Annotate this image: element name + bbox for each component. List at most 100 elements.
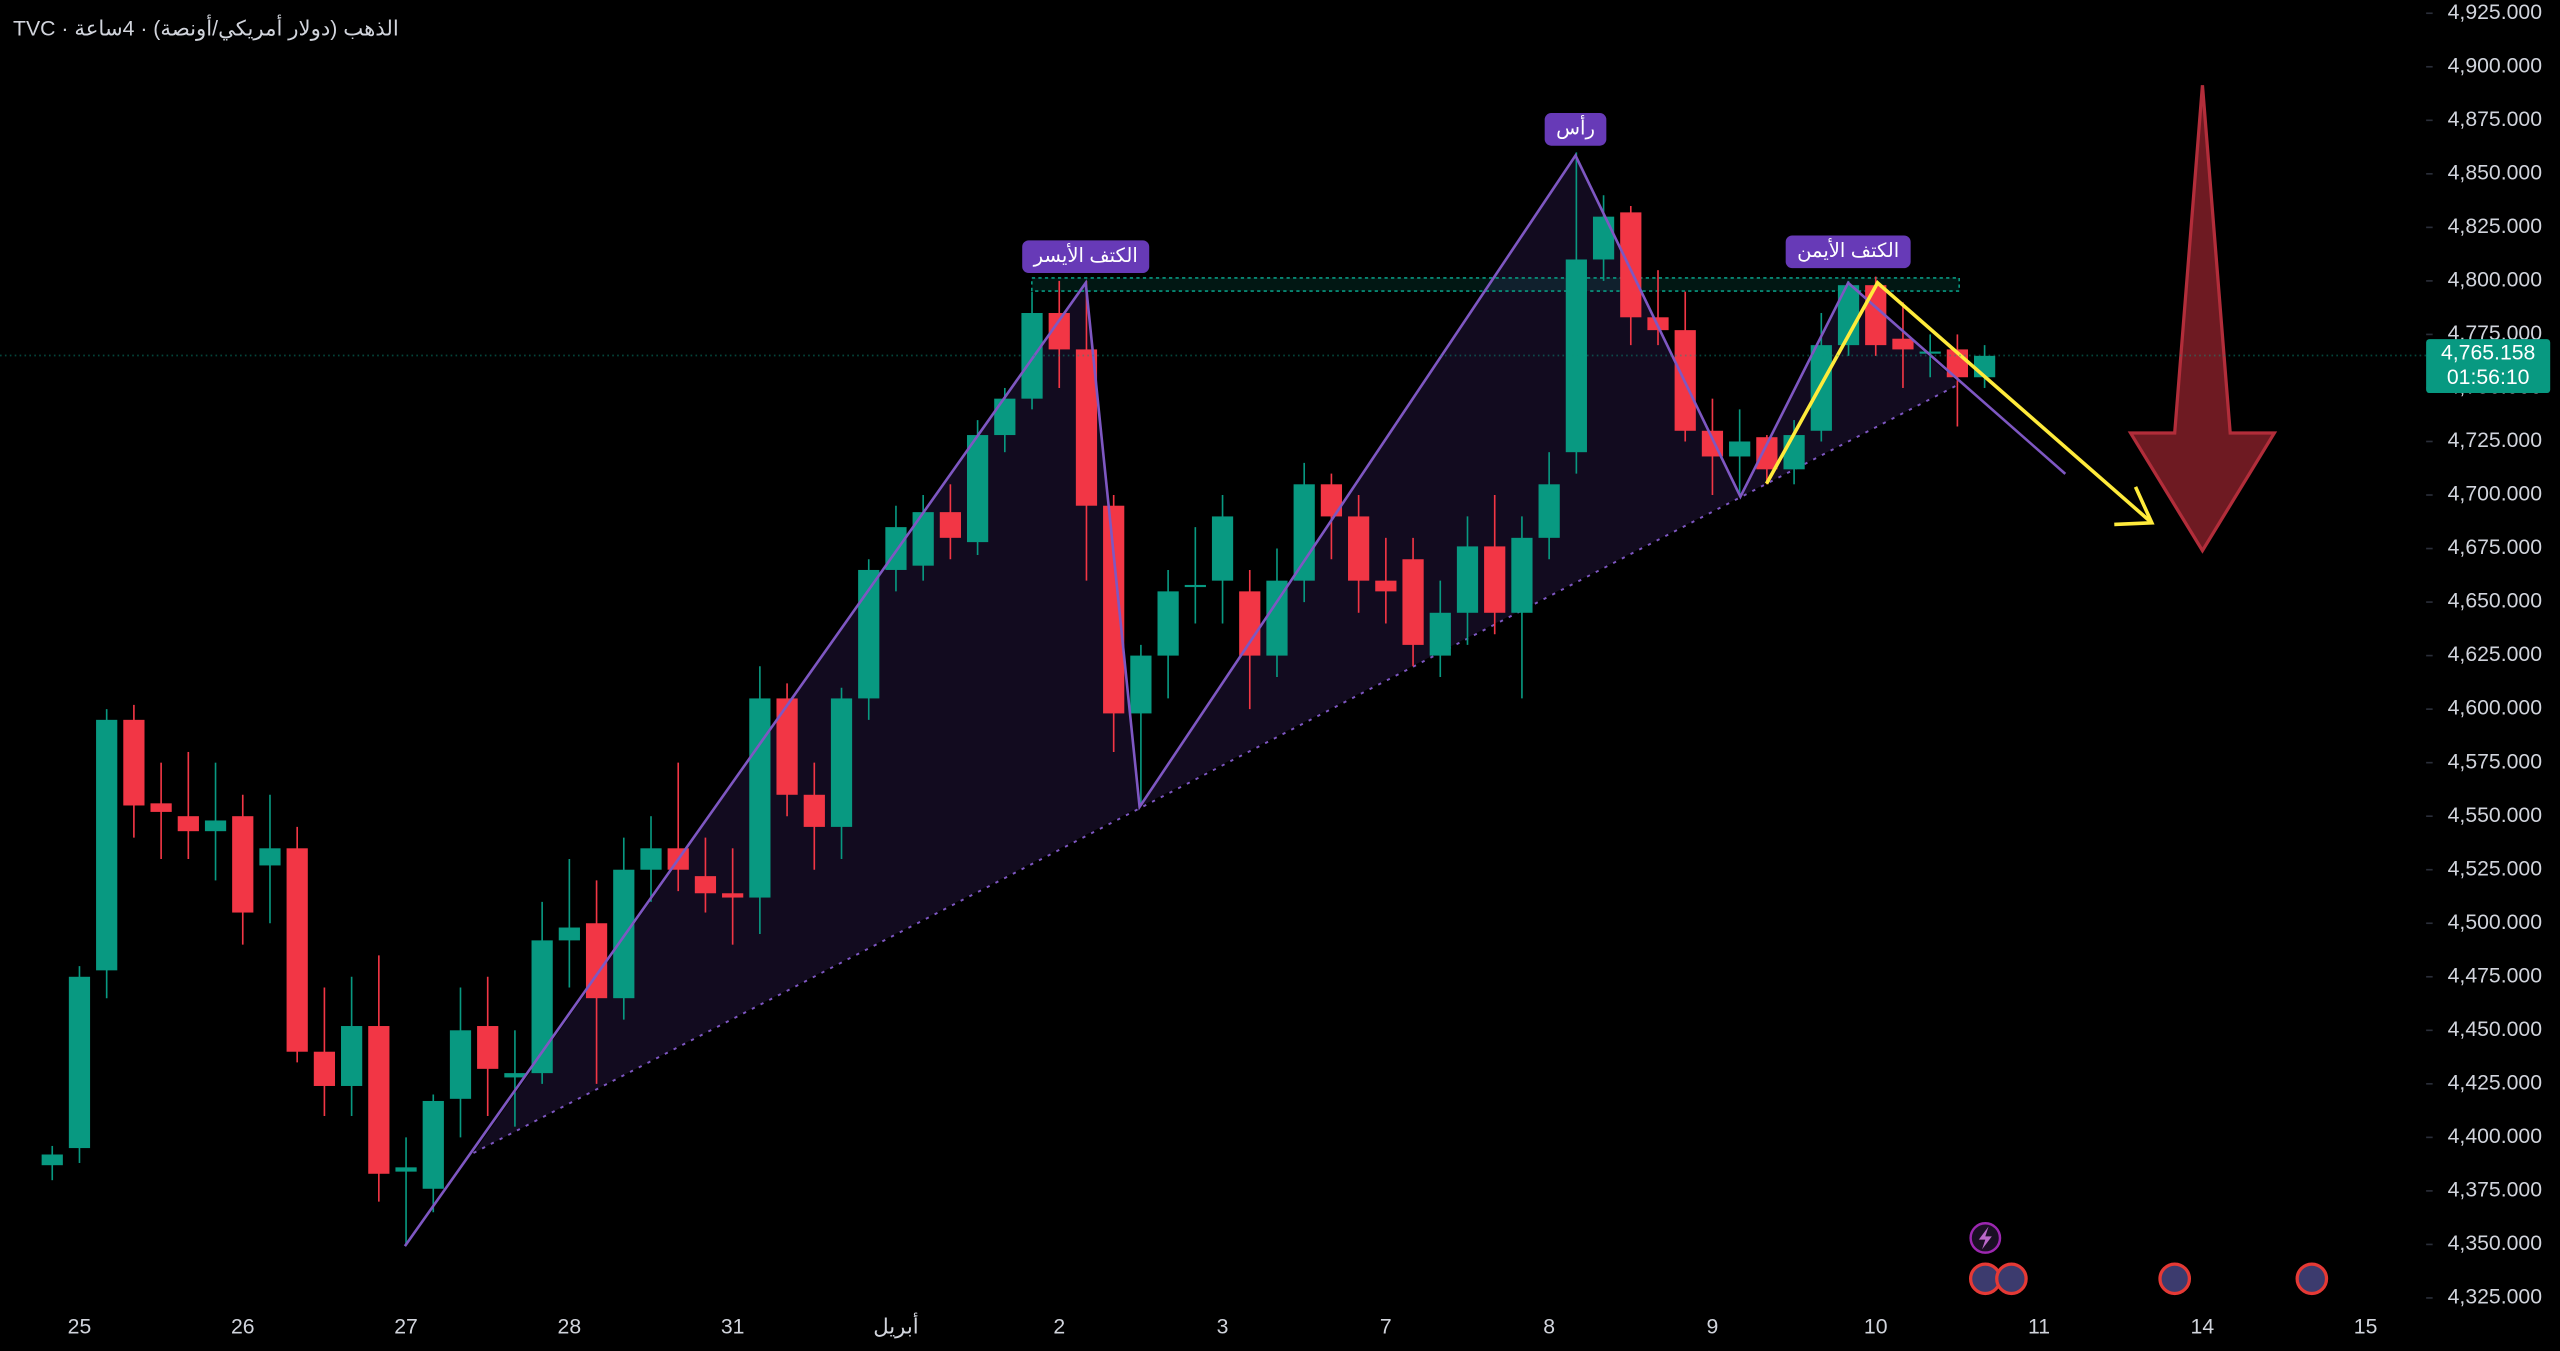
y-tick-label: 4,325.000 (2448, 1286, 2542, 1309)
candle-body (1048, 313, 1070, 350)
overlay-drawing (403, 85, 2329, 1296)
y-tick-label: 4,900.000 (2448, 54, 2542, 77)
lightning (1978, 1226, 1992, 1250)
candle-body (1620, 212, 1642, 318)
y-tick-label: 4,675.000 (2448, 536, 2542, 559)
candle-body (1484, 546, 1506, 613)
y-tick-label: 4,700.000 (2448, 483, 2542, 506)
price-tag (2426, 339, 2551, 394)
y-tick-label: 4,800.000 (2448, 269, 2542, 292)
projection-arrow (1764, 280, 2154, 525)
x-tick-label: 9 (1707, 1315, 1719, 1338)
candle-body (1973, 355, 1996, 378)
candle-body (1837, 285, 1860, 346)
candle-body (613, 869, 635, 999)
candle-body (722, 893, 744, 898)
candle-body (585, 923, 608, 999)
y-tick-label: 4,850.000 (2448, 161, 2542, 184)
candle-body (1375, 580, 1397, 592)
y-tick-label: 4,500.000 (2448, 911, 2542, 934)
x-tick-label: 3 (1217, 1315, 1229, 1338)
candle-body (41, 1154, 63, 1166)
candle-body (994, 398, 1016, 436)
pattern-drawing (473, 155, 1960, 1154)
candle-body (1239, 591, 1261, 656)
candle-body (1892, 338, 1914, 350)
y-tick-label: 4,450.000 (2448, 1018, 2542, 1041)
y-tick-label: 4,875.000 (2448, 108, 2542, 131)
candle-body (1565, 259, 1587, 453)
x-tick-label: 10 (1864, 1315, 1888, 1338)
y-tick-label: 4,650.000 (2448, 590, 2542, 613)
last-price-label: 4,765.158 (2441, 341, 2535, 364)
candle-body (177, 816, 199, 832)
annotation: الكتف الأيمن (1797, 238, 1899, 262)
chart-title: TVC · الذهب (دولار أمريكي/أونصة) · 4ساعة (13, 14, 399, 40)
candle-body (259, 848, 281, 866)
candle-body (1756, 437, 1778, 470)
candle-body (204, 820, 227, 832)
x-tick-label: 26 (231, 1315, 255, 1338)
candle-body (776, 698, 798, 795)
flag-icon[interactable] (2295, 1262, 2329, 1296)
candle-body (531, 940, 553, 1074)
candle-body (96, 719, 118, 971)
y-tick-label: 4,425.000 (2448, 1071, 2542, 1094)
candle-body (68, 976, 91, 1149)
x-tick-label: 31 (721, 1315, 745, 1338)
candle-body (1211, 516, 1234, 581)
candle-body (1729, 441, 1751, 457)
candle-body (368, 1026, 390, 1174)
x-tick-label: 11 (2028, 1315, 2050, 1338)
neckline (473, 383, 1960, 1154)
annotation: الكتف الأيسر (1033, 243, 1138, 267)
countdown: 01:56:10 (2447, 366, 2530, 389)
y-tick-label: 4,475.000 (2448, 964, 2542, 987)
y-tick-label: 4,575.000 (2448, 750, 2542, 773)
x-tick-label: 15 (2354, 1315, 2378, 1338)
y-tick-label: 4,525.000 (2448, 857, 2542, 880)
y-tick-label: 4,550.000 (2448, 804, 2542, 827)
annotation-box (1544, 113, 1607, 146)
event-icons (1968, 1222, 2329, 1296)
flag-icon[interactable] (1995, 1262, 2028, 1296)
x-tick-label: 2 (1053, 1315, 1065, 1338)
candle-body (1783, 435, 1805, 470)
candle-body (1130, 655, 1152, 714)
candle-body (504, 1073, 526, 1078)
y-tick-label: 4,625.000 (2448, 643, 2542, 666)
candle-body (1320, 484, 1343, 517)
annotation-box (1785, 235, 1911, 269)
candle-body (1075, 349, 1098, 506)
x-tick-label: أبريل (873, 1312, 918, 1338)
candle-body (1348, 516, 1370, 581)
candle-body (123, 719, 145, 806)
candle-body (939, 512, 961, 538)
candle-body (858, 569, 880, 699)
candle-body (422, 1100, 444, 1189)
candle-body (1919, 351, 1941, 354)
candle-body (449, 1030, 472, 1099)
arrow-head (2114, 486, 2155, 527)
x-tick-label: 28 (558, 1315, 582, 1338)
x-tick-label: 8 (1543, 1315, 1555, 1338)
candle-body (150, 803, 172, 812)
candle-body (558, 927, 580, 941)
candle-body (286, 848, 308, 1052)
candle-body (395, 1167, 417, 1172)
pattern-line (403, 152, 2067, 1247)
y-tick-label: 4,725.000 (2448, 429, 2542, 452)
flag-icon[interactable] (2158, 1262, 2192, 1296)
candle-body (477, 1026, 499, 1069)
annotation-box (1022, 240, 1150, 274)
candle-body (1511, 537, 1533, 613)
candle-body (1865, 285, 1887, 346)
candle-body (640, 848, 662, 870)
y-tick-label: 4,600.000 (2448, 697, 2542, 720)
y-tick-label: 4,375.000 (2448, 1179, 2542, 1202)
x-tick-label: 25 (68, 1315, 92, 1338)
candle-body (1456, 546, 1479, 613)
candle-body (1429, 612, 1451, 656)
candle-body (1402, 559, 1424, 645)
